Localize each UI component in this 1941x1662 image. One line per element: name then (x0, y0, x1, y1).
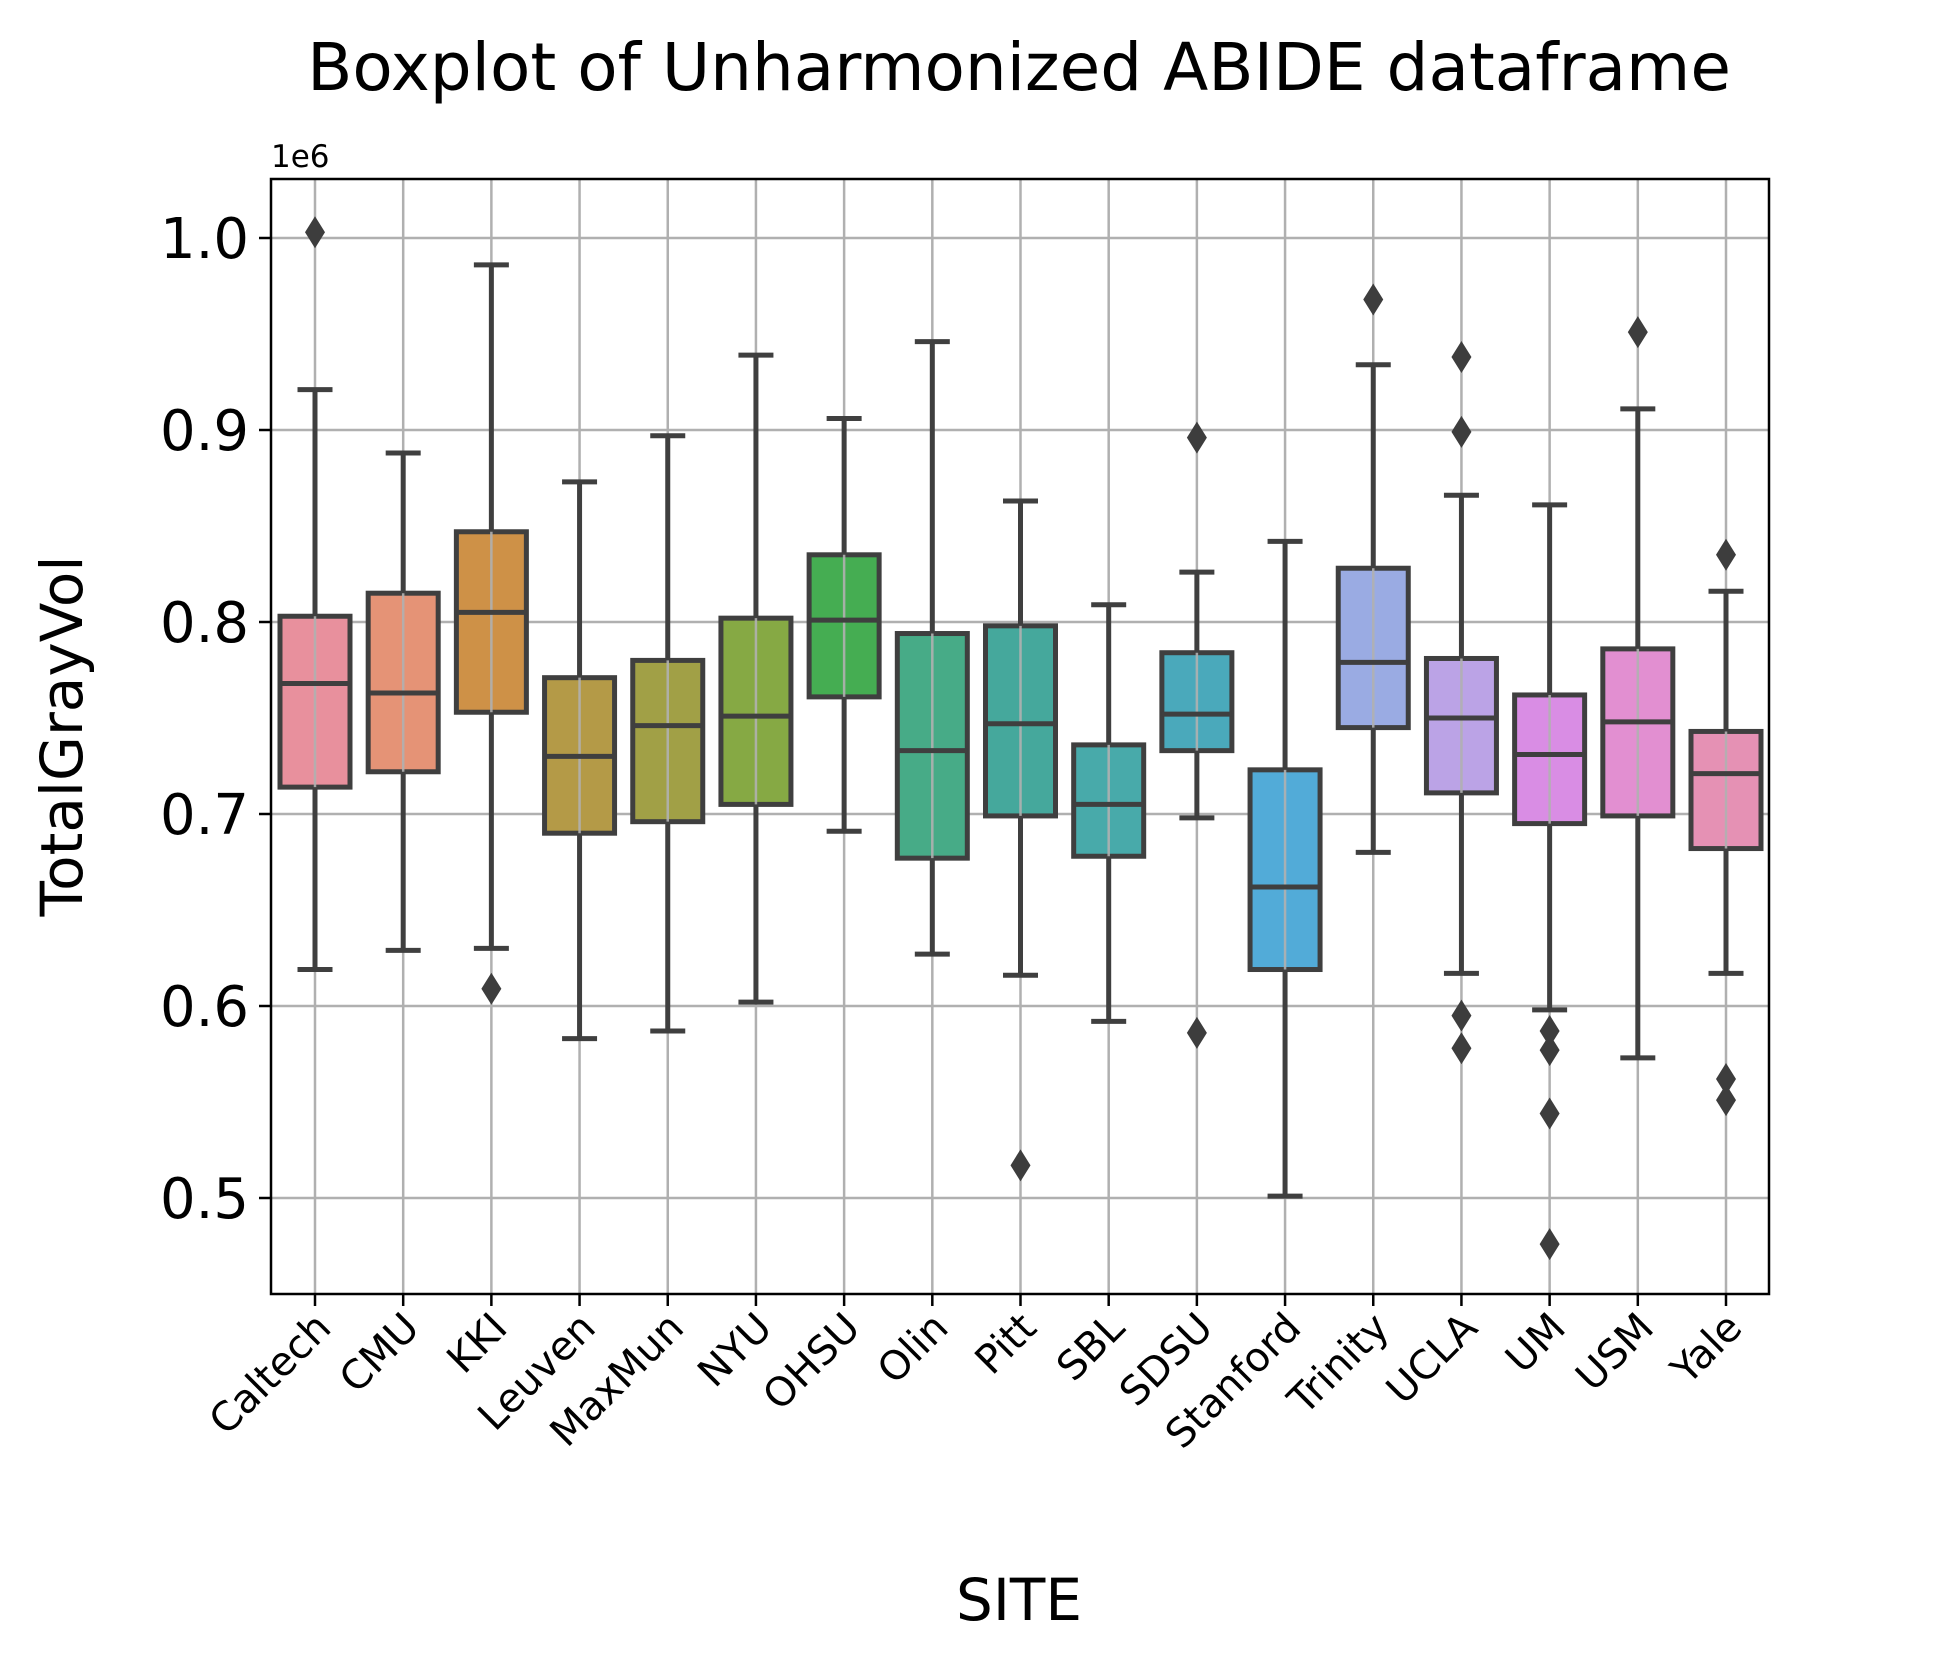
outlier-marker (1010, 1149, 1031, 1182)
outlier-marker (1716, 1062, 1736, 1095)
box-trinity (1335, 283, 1411, 855)
box-stanford (1247, 538, 1323, 1199)
outlier-marker (1627, 316, 1648, 349)
box-yale (1688, 538, 1764, 1117)
y-tick-label: 0.6 (160, 975, 249, 1040)
outlier-marker (305, 216, 325, 249)
y-axis-label: TotalGrayVol (28, 556, 96, 918)
outlier-marker (1539, 1228, 1560, 1261)
box-um (1512, 502, 1588, 1261)
outlier-marker (481, 972, 502, 1005)
box-leuven (542, 479, 618, 1042)
outlier-marker (1451, 1032, 1472, 1065)
box-caltech (277, 216, 353, 973)
outlier-marker (1451, 415, 1472, 448)
box-sbl (1071, 602, 1147, 1024)
outlier-marker (1186, 1016, 1207, 1049)
box-pitt (983, 498, 1058, 1182)
outlier-marker (1716, 538, 1736, 571)
box-usm (1600, 316, 1676, 1061)
outlier-marker (1539, 1034, 1560, 1067)
y-tick-label: 0.7 (160, 783, 249, 848)
outlier-marker (1539, 1014, 1560, 1047)
y-tick-label: 0.5 (160, 1167, 249, 1232)
outlier-marker (1716, 1084, 1736, 1117)
outlier-marker (1451, 999, 1472, 1032)
outlier-marker (1451, 341, 1472, 374)
box-ucla (1423, 341, 1499, 1065)
outlier-marker (1539, 1097, 1560, 1130)
y-tick-label: 1.0 (160, 207, 249, 272)
box-ohsu (806, 415, 882, 834)
outlier-marker (1363, 283, 1384, 316)
x-axis-label: SITE (956, 1566, 1082, 1634)
box-sdsu (1159, 421, 1235, 1049)
chart-title: Boxplot of Unharmonized ABIDE dataframe (307, 29, 1731, 106)
box-kki (453, 262, 529, 1005)
plot-frame (269, 177, 1771, 1296)
box-cmu (365, 450, 441, 953)
box-series (277, 216, 1764, 1261)
box-maxmun (630, 433, 706, 1034)
y-tick-label: 0.9 (160, 399, 249, 464)
box-nyu (718, 352, 794, 1005)
y-tick-label: 0.8 (160, 591, 249, 656)
box-olin (894, 339, 970, 957)
outlier-marker (1186, 421, 1207, 454)
y-offset-label: 1e6 (271, 139, 330, 175)
